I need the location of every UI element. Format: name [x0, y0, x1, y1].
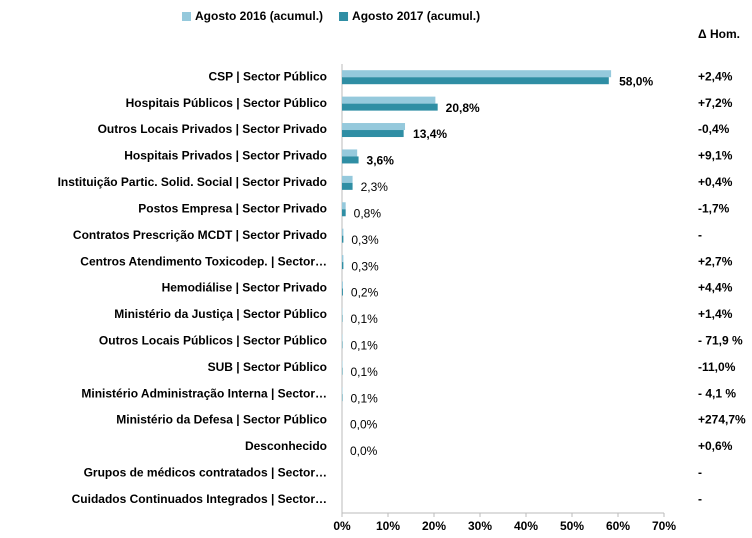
legend-swatch [339, 12, 349, 21]
delta-label: -1,7% [698, 201, 730, 215]
delta-label: - [698, 228, 702, 242]
category-label: Contratos Prescrição MCDT | Sector Priva… [73, 228, 327, 242]
x-tick-label: 40% [514, 519, 538, 533]
bar [342, 228, 344, 236]
value-label: 0,2% [351, 286, 379, 300]
value-label: 0,8% [354, 206, 382, 220]
x-tick-label: 70% [652, 519, 676, 533]
category-label: Cuidados Continuados Integrados | Sector… [72, 492, 327, 506]
bar [342, 130, 404, 138]
bar [342, 202, 346, 210]
bar [342, 235, 344, 243]
bar [342, 175, 353, 183]
category-label: SUB | Sector Público [208, 360, 327, 374]
x-tick-label: 30% [468, 519, 492, 533]
value-label: 0,1% [350, 365, 378, 379]
category-label: Postos Empresa | Sector Privado [138, 201, 327, 215]
x-tick-label: 50% [560, 519, 584, 533]
bar [342, 70, 612, 78]
delta-label: - [698, 466, 702, 480]
delta-label: - 4,1 % [698, 386, 736, 400]
category-label: Grupos de médicos contratados | Sector… [84, 466, 327, 480]
category-label: Ministério Administração Interna | Secto… [81, 386, 327, 400]
bar [342, 262, 344, 270]
x-tick-label: 0% [333, 519, 351, 533]
category-label: Desconhecido [245, 439, 327, 453]
value-label: 0,0% [350, 444, 378, 458]
category-label: Ministério da Justiça | Sector Público [114, 307, 327, 321]
bar [342, 209, 346, 217]
category-label: Outros Locais Públicos | Sector Público [99, 333, 327, 347]
x-tick-label: 10% [376, 519, 400, 533]
category-label: Ministério da Defesa | Sector Público [116, 413, 327, 427]
delta-label: - 71,9 % [698, 333, 743, 347]
value-label: 0,1% [350, 391, 378, 405]
value-label: 13,4% [413, 127, 447, 141]
bar [342, 281, 343, 289]
legend-label: Agosto 2017 (acumul.) [352, 9, 480, 23]
value-label: 0,3% [351, 259, 379, 273]
delta-label: -11,0% [698, 360, 736, 374]
value-label: 0,3% [351, 233, 379, 247]
bar [342, 96, 436, 104]
value-label: 0,1% [350, 338, 378, 352]
category-label: Hemodiálise | Sector Privado [162, 281, 327, 295]
delta-label: -0,4% [698, 122, 730, 136]
bar [342, 156, 359, 164]
value-label: 0,0% [350, 418, 378, 432]
x-tick-label: 60% [606, 519, 630, 533]
category-label: CSP | Sector Público [209, 69, 328, 83]
bar [342, 123, 406, 131]
category-label: Instituição Partic. Solid. Social | Sect… [58, 175, 327, 189]
value-label: 3,6% [367, 154, 395, 168]
bar [342, 77, 609, 85]
bar [342, 182, 353, 190]
bar [342, 149, 358, 157]
delta-label: +2,4% [698, 69, 733, 83]
delta-label: +2,7% [698, 254, 733, 268]
delta-label: +4,4% [698, 281, 733, 295]
delta-label: +7,2% [698, 96, 733, 110]
category-label: Outros Locais Privados | Sector Privado [98, 122, 327, 136]
bar [342, 288, 343, 296]
bar [342, 103, 438, 111]
legend-swatch [182, 12, 191, 21]
category-label: Centros Atendimento Toxicodep. | Sector… [80, 254, 327, 268]
delta-label: +0,6% [698, 439, 733, 453]
value-label: 0,1% [350, 312, 378, 326]
category-label: Hospitais Privados | Sector Privado [124, 149, 327, 163]
value-label: 2,3% [361, 180, 389, 194]
delta-label: +274,7% [698, 413, 746, 427]
value-label: 58,0% [619, 74, 653, 88]
delta-label: +1,4% [698, 307, 733, 321]
delta-label: - [698, 492, 702, 506]
delta-label: +0,4% [698, 175, 733, 189]
delta-header: Δ Hom. [698, 27, 740, 41]
delta-label: +9,1% [698, 149, 733, 163]
category-label: Hospitais Públicos | Sector Público [126, 96, 327, 110]
legend-label: Agosto 2016 (acumul.) [195, 9, 323, 23]
value-label: 20,8% [446, 101, 480, 115]
x-tick-label: 20% [422, 519, 446, 533]
bar [342, 255, 344, 263]
